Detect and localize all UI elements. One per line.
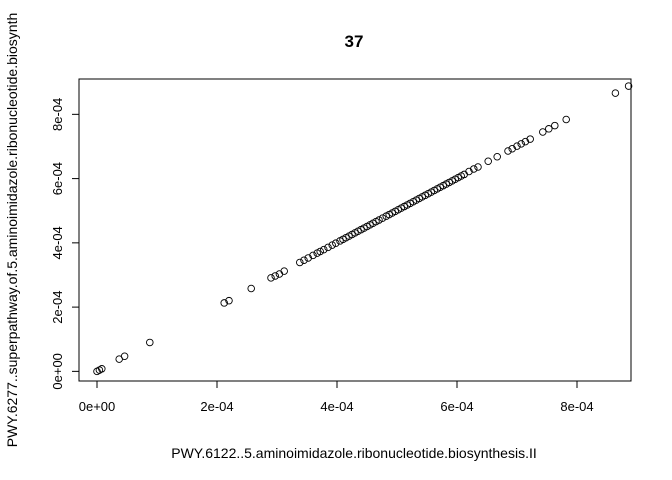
x-tick-label: 2e-04 xyxy=(200,399,233,414)
y-axis-label: PWY.6277..superpathway.of.5.aminoimidazo… xyxy=(4,13,20,448)
data-point xyxy=(275,270,284,278)
data-point xyxy=(539,128,547,136)
x-tick-label: 4e-04 xyxy=(320,399,353,414)
x-tick-label: 0e+00 xyxy=(79,399,116,414)
data-point xyxy=(562,115,570,124)
data-point xyxy=(375,216,383,224)
data-point xyxy=(120,352,129,361)
data-point xyxy=(484,157,492,165)
y-tick-label: 6e-04 xyxy=(50,162,65,195)
data-point xyxy=(309,251,317,260)
y-tick-label: 0e+00 xyxy=(50,353,65,390)
data-point xyxy=(517,140,525,148)
data-point xyxy=(551,121,559,130)
x-tick-label: 8e-04 xyxy=(560,399,593,414)
data-point xyxy=(267,274,275,282)
data-point xyxy=(247,284,255,293)
data-point xyxy=(220,299,228,307)
data-point xyxy=(324,243,332,252)
data-point xyxy=(508,144,516,153)
data-point xyxy=(513,142,521,150)
data-point xyxy=(521,137,530,146)
data-point xyxy=(474,163,482,171)
data-point xyxy=(545,125,553,133)
data-point xyxy=(280,267,288,275)
data-point xyxy=(300,256,308,264)
y-tick-label: 8e-04 xyxy=(50,98,65,131)
data-point xyxy=(225,296,233,305)
data-point xyxy=(504,147,512,155)
y-tick-label: 4e-04 xyxy=(50,226,65,259)
data-point xyxy=(470,165,478,173)
data-point xyxy=(146,338,154,347)
data-point xyxy=(316,247,324,256)
y-axis: 0e+00 2e-04 4e-04 6e-04 8e-04 xyxy=(50,98,80,390)
y-tick-label: 2e-04 xyxy=(50,290,65,323)
x-axis: 0e+00 2e-04 4e-04 6e-04 8e-04 xyxy=(79,380,594,414)
data-point xyxy=(624,82,633,90)
x-axis-label: PWY.6122..5.aminoimidazole.ribonucleotid… xyxy=(171,445,537,461)
data-point xyxy=(320,245,328,254)
data-point xyxy=(378,214,387,222)
data-point xyxy=(328,241,336,249)
data-point xyxy=(304,254,312,262)
data-point xyxy=(98,365,106,373)
x-tick-label: 6e-04 xyxy=(440,399,473,414)
data-point xyxy=(332,239,340,247)
chart-title: 37 xyxy=(345,32,364,51)
data-points xyxy=(93,82,633,376)
data-point xyxy=(465,167,473,176)
data-point xyxy=(493,152,501,161)
data-point xyxy=(296,258,304,267)
data-point xyxy=(526,135,534,143)
data-point xyxy=(271,272,279,280)
data-point xyxy=(611,89,620,97)
